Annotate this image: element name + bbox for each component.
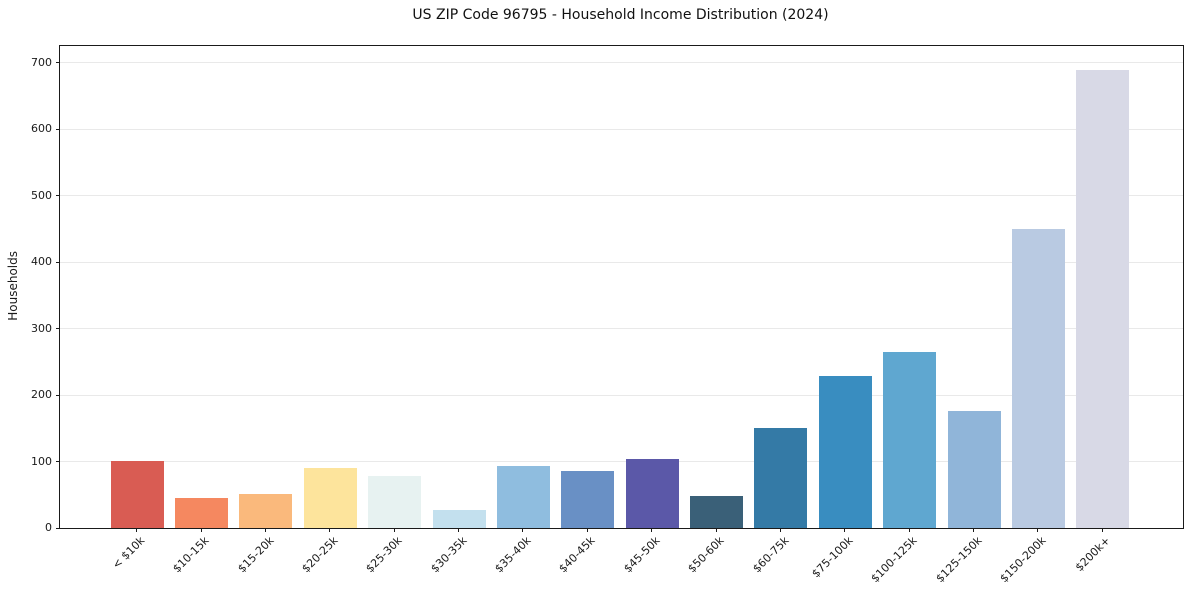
y-axis-label: Households [6,251,20,321]
income-bar-$15-20k [239,494,293,528]
y-tick [56,394,60,396]
x-tick-label: $35-40k [492,534,534,576]
x-tick-label: $10-15k [170,534,212,576]
income-bar-$50-60k [690,496,744,528]
x-tick [1101,528,1103,532]
y-tick [56,461,60,462]
gridline-600 [60,128,1183,130]
x-tick-label: $125-150k [933,534,985,586]
x-tick-label: $100-125k [868,534,920,586]
y-tick-label: 500 [31,188,52,202]
gridline-300 [60,328,1183,329]
x-tick-label: $15-20k [234,534,277,576]
x-tick-label: $30-35k [427,534,470,576]
income-bar-$125-150k [947,410,1001,528]
x-tick-label: $20-25k [299,534,341,576]
x-tick [329,528,331,532]
x-tick [844,528,846,532]
x-tick [715,528,717,532]
x-tick-label: $200k+ [1072,534,1114,575]
x-tick [586,528,588,532]
x-tick [1037,528,1039,532]
y-tick-label: 100 [31,454,52,468]
x-tick-label: $50-60k [685,534,727,576]
gridline-100 [60,461,1183,462]
income-bar-$20-25k [303,467,357,528]
income-bar-$200k+ [1076,70,1130,528]
x-tick [393,528,395,532]
x-tick [973,528,975,532]
x-tick [651,528,653,532]
y-axis-label-container: Households [6,45,20,527]
y-tick-label: 700 [31,55,52,69]
y-tick-label: 200 [31,388,52,401]
income-bar-$35-40k [496,466,550,528]
x-tick [200,528,202,532]
x-tick-label: $45-50k [621,534,663,576]
y-tick [56,128,60,130]
y-tick [56,328,60,329]
x-tick-label: $75-100k [809,534,856,581]
x-tick-label: $40-45k [556,534,599,576]
y-tick-label: 600 [31,122,52,135]
y-tick [56,62,60,63]
x-tick [458,528,460,532]
x-tick-label: $150-200k [997,534,1049,586]
x-tick [264,528,266,532]
gridline-500 [60,195,1183,196]
y-tick-label: 300 [31,321,52,335]
income-bar-$60-75k [754,428,808,528]
income-bar-$150-200k [1011,229,1065,528]
income-bar-$75-100k [818,376,872,528]
income-bar-< $10k [110,460,164,528]
income-bar-$100-125k [883,351,937,528]
y-tick [56,195,60,196]
x-tick-label: < $10k [109,534,148,572]
income-bar-$25-30k [368,476,422,528]
x-tick [779,528,781,532]
income-bar-$30-35k [432,510,486,528]
income-bar-$10-15k [175,498,229,528]
y-tick [56,261,60,263]
y-tick-label: 0 [45,521,52,534]
x-tick-label: $25-30k [363,534,405,576]
gridline-200 [60,394,1183,396]
y-tick-label: 400 [31,255,52,268]
gridline-400 [60,261,1183,263]
plot-area: 0 100 200 300 400 500 600 700 [31,45,1184,534]
x-tick [908,528,910,532]
x-tick [522,528,524,532]
income-bar-$45-50k [625,458,679,528]
income-bar-$40-45k [561,470,615,528]
x-tick [136,528,138,532]
x-tick-label: $60-75k [749,534,792,576]
chart-title: US ZIP Code 96795 - Household Income Dis… [412,7,829,23]
y-tick [56,527,60,529]
gridline-700 [60,62,1183,63]
